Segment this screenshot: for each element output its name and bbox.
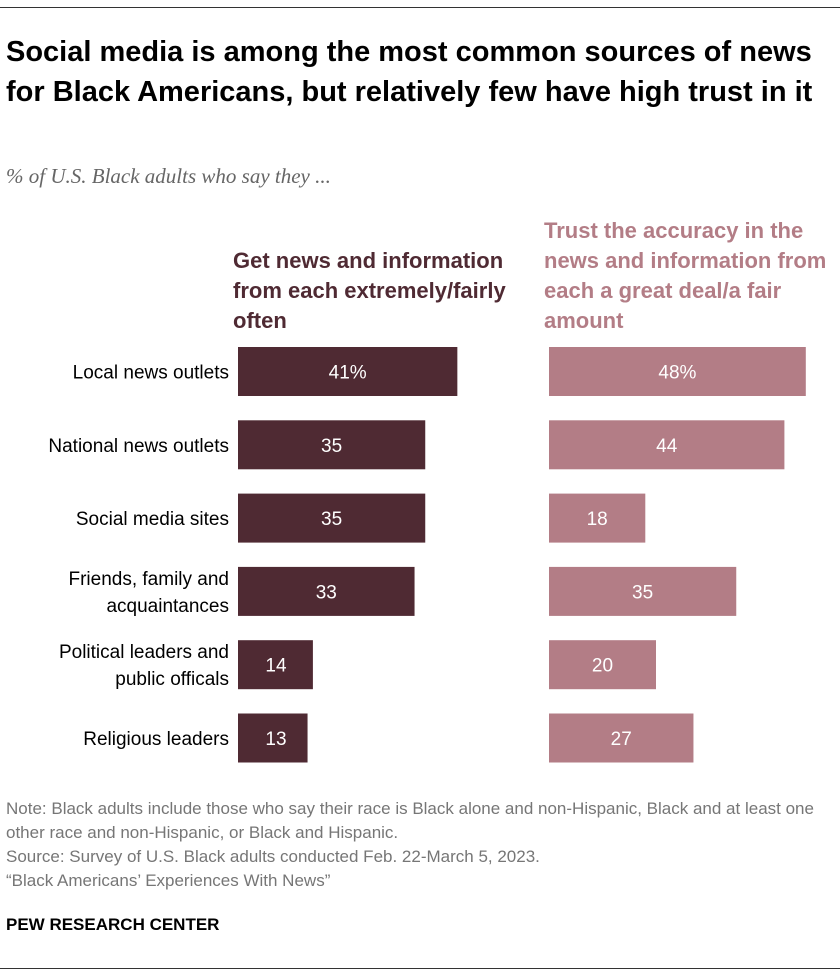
series-header-get-news: Get news and information from each extre… bbox=[233, 248, 506, 333]
bar-value-label: 48% bbox=[658, 363, 696, 384]
bar-value-label: 35 bbox=[321, 436, 342, 457]
bar-value-label: 35 bbox=[632, 582, 653, 603]
chart-notes: Note: Black adults include those who say… bbox=[6, 797, 836, 893]
report-title: “Black Americans’ Experiences With News” bbox=[6, 871, 331, 890]
brand-logo-text: PEW RESEARCH CENTER bbox=[6, 915, 220, 934]
bar-value-label: 33 bbox=[316, 582, 337, 603]
bar-value-label: 13 bbox=[265, 729, 286, 750]
bar-get-news bbox=[238, 493, 426, 543]
bar-get-news bbox=[238, 640, 313, 690]
bar-trust bbox=[549, 713, 694, 763]
bar-value-label: 18 bbox=[587, 509, 608, 530]
bar-trust bbox=[549, 640, 656, 690]
bar-value-label: 44 bbox=[656, 436, 678, 457]
bar-get-news bbox=[238, 713, 308, 763]
bar-get-news bbox=[238, 347, 458, 396]
category-label: Friends, family and acquaintances bbox=[68, 569, 229, 617]
bar-value-label: 14 bbox=[265, 656, 287, 677]
bar-trust bbox=[549, 347, 806, 396]
category-label: Political leaders and public officals bbox=[59, 642, 229, 690]
category-label: Social media sites bbox=[76, 509, 229, 530]
bar-value-label: 27 bbox=[611, 729, 632, 750]
source-text: Source: Survey of U.S. Black adults cond… bbox=[6, 847, 540, 866]
bar-value-label: 41% bbox=[329, 363, 367, 384]
bar-chart: Local news outlets 41% 48% National news ou… bbox=[48, 347, 806, 763]
bar-value-label: 35 bbox=[321, 509, 342, 530]
series-header-trust: Trust the accuracy in the news and infor… bbox=[544, 218, 827, 333]
bar-get-news bbox=[238, 566, 415, 616]
bottom-rule bbox=[0, 968, 840, 969]
top-rule bbox=[0, 7, 840, 8]
category-label: Religious leaders bbox=[83, 729, 229, 750]
bar-value-label: 20 bbox=[592, 656, 613, 677]
category-label: Local news outlets bbox=[73, 363, 229, 384]
bar-trust bbox=[549, 566, 737, 616]
bar-trust bbox=[549, 493, 646, 543]
bar-get-news bbox=[238, 420, 426, 470]
chart-subtitle: % of U.S. Black adults who say they ... bbox=[6, 164, 331, 188]
note-text: Note: Black adults include those who say… bbox=[6, 799, 814, 842]
chart-title: Social media is among the most common so… bbox=[6, 36, 813, 108]
category-label: National news outlets bbox=[48, 436, 229, 457]
bar-trust bbox=[549, 420, 785, 470]
